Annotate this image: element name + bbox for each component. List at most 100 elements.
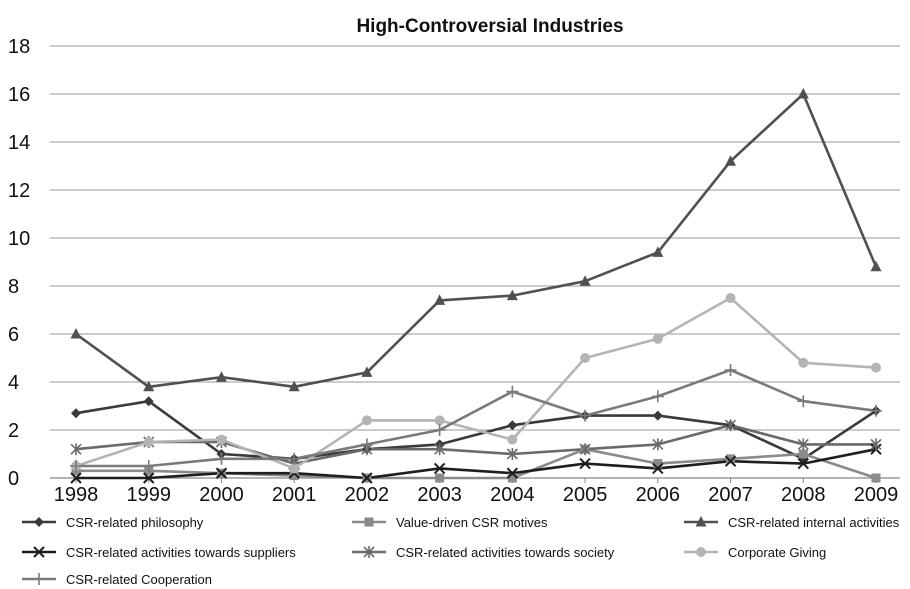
data-point	[143, 472, 155, 484]
x-tick-label: 2000	[199, 484, 244, 506]
data-point	[579, 443, 591, 456]
data-point	[725, 155, 737, 166]
data-point	[70, 472, 82, 484]
data-point	[506, 448, 518, 460]
data-point	[433, 424, 446, 436]
data-point	[215, 467, 228, 479]
data-point	[434, 443, 446, 456]
y-tick-label: 16	[8, 84, 30, 106]
series-line	[76, 368, 877, 468]
data-point	[797, 457, 809, 470]
data-point	[215, 371, 227, 382]
data-point	[434, 415, 445, 426]
data-point	[143, 396, 154, 407]
x-tick-label: 2008	[781, 484, 826, 506]
data-point	[797, 395, 810, 408]
data-point	[70, 460, 82, 472]
data-point	[579, 275, 591, 286]
data-point	[289, 471, 299, 481]
series-line	[75, 423, 876, 465]
x-tick-label: 1998	[54, 484, 99, 506]
data-point	[652, 462, 664, 475]
legend-item: CSR-related activities towards suppliers	[22, 545, 296, 560]
series-markers	[70, 88, 882, 484]
x-tick-label: 1999	[126, 484, 171, 506]
data-point	[507, 420, 518, 431]
legend-marker	[34, 517, 44, 527]
data-point	[143, 437, 154, 447]
data-point	[361, 472, 373, 484]
data-point	[870, 438, 882, 451]
data-point	[506, 289, 518, 301]
y-tick-label: 2	[8, 420, 19, 442]
data-point	[507, 473, 517, 483]
data-point	[652, 438, 664, 451]
y-tick-label: 10	[8, 228, 30, 250]
data-point	[579, 457, 591, 470]
legend-item: CSR-related internal activities	[684, 515, 900, 530]
data-point	[289, 463, 300, 474]
x-tick-label: 2001	[272, 484, 317, 506]
data-point	[361, 366, 373, 377]
data-point	[797, 88, 809, 99]
data-point	[797, 438, 809, 451]
y-tick-label: 14	[8, 132, 30, 154]
y-tick-label: 12	[8, 180, 30, 202]
data-point	[870, 404, 882, 417]
data-point	[579, 409, 592, 422]
data-point	[71, 408, 81, 419]
x-tick-label: 2007	[708, 484, 753, 506]
x-tick-label: 2006	[636, 484, 681, 506]
legend-item: CSR-related Cooperation	[22, 572, 212, 587]
legend-label: CSR-related internal activities	[728, 515, 900, 530]
data-point	[798, 357, 809, 368]
legend-marker	[363, 546, 375, 558]
data-point	[288, 452, 301, 465]
legend-label: CSR-related philosophy	[66, 515, 204, 530]
data-point	[871, 473, 881, 483]
legend-item: CSR-related activities towards society	[352, 545, 615, 560]
y-tick-label: 0	[8, 468, 19, 490]
data-point	[434, 294, 446, 305]
legend-label: CSR-related activities towards society	[396, 545, 615, 560]
data-point	[724, 419, 737, 432]
data-point	[507, 434, 518, 445]
legend-item: Corporate Giving	[684, 545, 826, 560]
data-point	[143, 380, 155, 392]
data-point	[506, 467, 519, 479]
legend-label: CSR-related Cooperation	[66, 572, 212, 587]
data-point	[70, 443, 82, 456]
x-axis-ticks: 1998 1999 2000 2001 2002 2003 2004 2005 2006 2007…	[54, 478, 898, 506]
legend-marker	[33, 573, 45, 585]
x-tick-label: 2002	[345, 484, 390, 506]
y-tick-label: 18	[8, 36, 30, 58]
legend-marker	[33, 546, 45, 558]
data-point	[871, 362, 881, 373]
chart-title: High-Controversial Industries	[356, 16, 623, 37]
data-point	[580, 353, 591, 363]
legend: CSR-related philosophy Value-driven CSR m…	[22, 515, 900, 587]
data-point	[288, 380, 300, 392]
x-tick-label: 2005	[563, 484, 608, 506]
data-point	[652, 333, 663, 344]
legend-item: CSR-related philosophy	[22, 515, 204, 530]
series-line	[75, 92, 878, 389]
data-point	[726, 454, 736, 464]
series-line	[75, 296, 877, 470]
data-point	[724, 455, 737, 467]
data-point	[360, 438, 373, 451]
y-tick-label: 6	[8, 324, 19, 346]
data-point	[506, 385, 519, 398]
data-point	[215, 452, 228, 465]
data-point	[653, 459, 663, 469]
x-tick-label: 2003	[417, 484, 462, 506]
data-point	[725, 293, 736, 303]
legend-marker	[696, 547, 706, 557]
legend-label: CSR-related activities towards suppliers	[66, 545, 296, 560]
data-point	[70, 328, 82, 339]
data-point	[435, 473, 445, 483]
y-tick-label: 8	[8, 276, 19, 298]
legend-label: Value-driven CSR motives	[396, 515, 548, 530]
series-lines	[75, 92, 878, 480]
